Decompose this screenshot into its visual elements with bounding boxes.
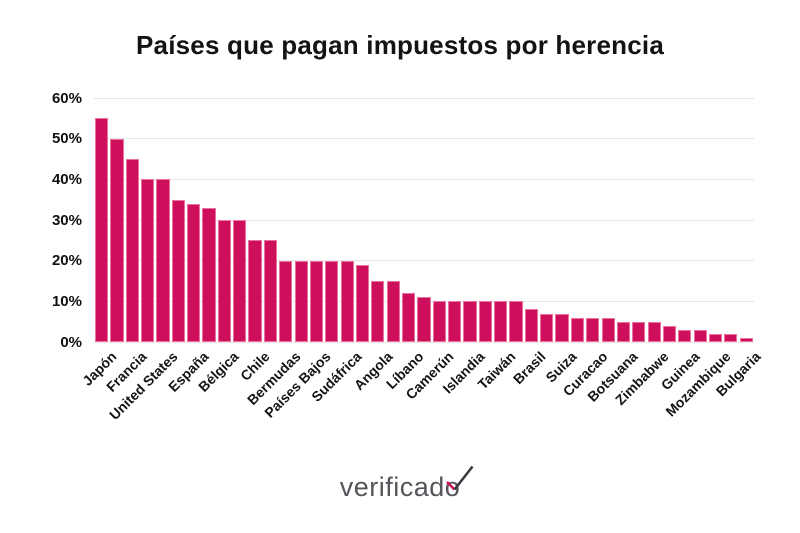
gridline — [94, 97, 754, 99]
y-axis-tick-label: 30% — [51, 211, 82, 229]
gridline — [94, 138, 754, 140]
bar — [233, 220, 247, 342]
y-axis-tick-label: 10% — [51, 292, 82, 310]
bar — [401, 293, 416, 342]
gridline — [94, 260, 754, 262]
bar — [156, 179, 170, 342]
bar — [647, 321, 661, 342]
bar — [478, 301, 492, 342]
bar — [601, 317, 615, 342]
y-axis-tick-label: 40% — [51, 170, 82, 188]
bar — [616, 321, 631, 342]
bar — [463, 301, 477, 342]
bar — [724, 333, 738, 342]
gridline — [94, 178, 754, 180]
bar — [417, 297, 431, 342]
bar — [632, 321, 646, 342]
bar — [509, 301, 523, 342]
bar — [110, 138, 124, 342]
x-axis-label: Brasil — [510, 348, 549, 388]
bar — [279, 260, 293, 342]
bar — [202, 207, 216, 342]
bar — [217, 220, 231, 342]
bar — [448, 301, 462, 342]
bar — [555, 313, 569, 342]
gridline — [94, 341, 754, 343]
y-axis-tick-label: 50% — [51, 130, 82, 148]
bar — [355, 264, 370, 342]
y-axis-tick-label: 60% — [51, 89, 82, 107]
bar — [294, 260, 308, 342]
bar — [662, 325, 677, 342]
bar — [95, 118, 109, 342]
bar — [263, 240, 278, 342]
chart-title: Países que pagan impuestos por herencia — [136, 30, 664, 60]
bar — [325, 260, 339, 342]
gridline — [94, 219, 754, 221]
bar — [386, 281, 400, 342]
bar — [570, 317, 584, 342]
bar — [494, 301, 508, 342]
logo-text: verificad — [339, 472, 445, 502]
bar — [708, 333, 723, 342]
bar — [309, 260, 324, 342]
bar — [141, 179, 155, 342]
bar — [187, 203, 201, 342]
bar — [125, 159, 139, 342]
bar — [524, 309, 538, 342]
y-axis-tick-label: 20% — [51, 252, 82, 270]
verificado-logo: verificado — [0, 465, 800, 503]
bar — [586, 317, 600, 342]
bar — [432, 301, 446, 342]
logo-text-o: o — [444, 472, 461, 502]
bar — [540, 313, 554, 342]
bar — [739, 337, 753, 342]
bar — [171, 199, 185, 342]
bar — [371, 281, 385, 342]
bar — [340, 260, 354, 342]
bar — [693, 329, 707, 342]
bar — [248, 240, 262, 342]
bar — [678, 329, 692, 342]
y-axis-tick-label: 0% — [60, 333, 82, 351]
